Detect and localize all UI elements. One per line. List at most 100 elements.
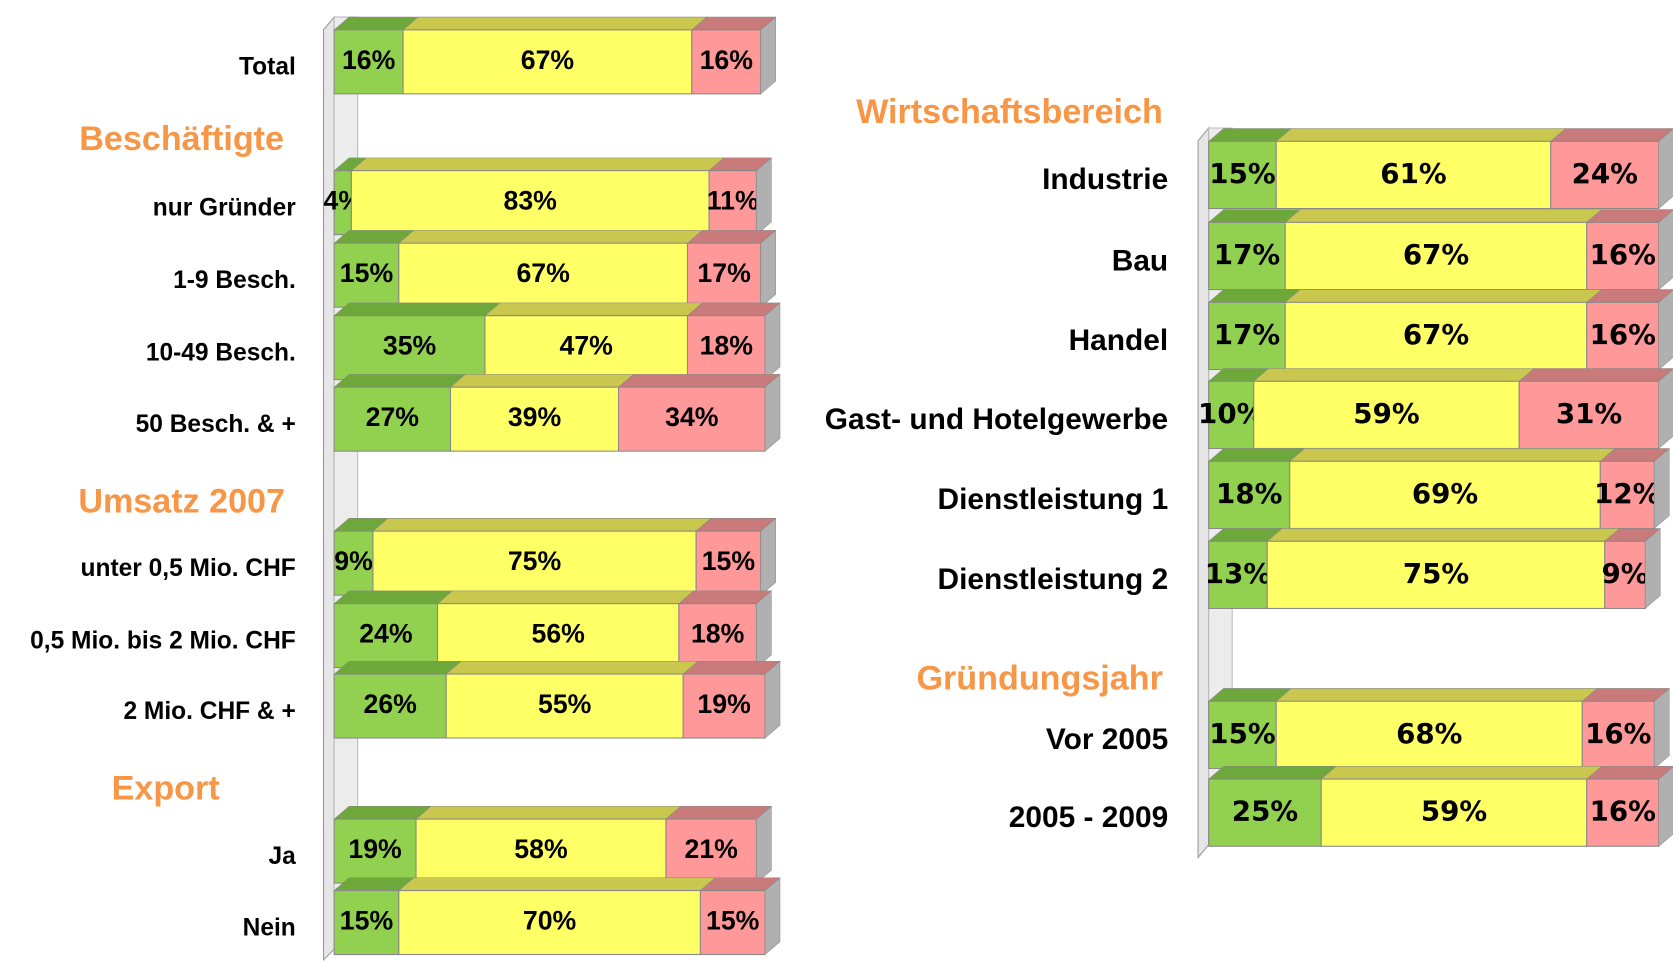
value-label: 83% — [504, 186, 557, 216]
value-label: 59% — [1353, 397, 1419, 430]
value-label: 19% — [348, 834, 401, 864]
bar-segment — [1208, 460, 1291, 529]
bar-top — [678, 590, 773, 604]
bar-top — [1207, 289, 1301, 303]
bar-segment — [1253, 380, 1520, 450]
value-label: 9% — [1601, 557, 1648, 590]
value-label: 55% — [538, 689, 591, 719]
category-label: 10-49 Besch. — [146, 340, 296, 367]
value-label: 35% — [383, 331, 436, 361]
section-title: Umsatz 2007 — [78, 482, 285, 520]
category-label: Bau — [1112, 244, 1168, 277]
value-label: 17% — [1214, 318, 1280, 351]
bar-top — [350, 157, 725, 171]
bar-segment — [1586, 778, 1660, 847]
value-label: 26% — [364, 689, 417, 719]
bar-segment — [1275, 700, 1583, 769]
bar-top — [1207, 448, 1306, 462]
bar-end — [756, 590, 772, 669]
value-label: 27% — [366, 402, 419, 432]
value-label: 15% — [1209, 717, 1275, 750]
section-title: Wirtschaftsbereich — [856, 93, 1163, 131]
value-label: 16% — [1590, 795, 1656, 828]
bar-segment — [1284, 221, 1588, 291]
value-label: 15% — [702, 546, 755, 576]
value-label: 16% — [342, 45, 395, 75]
bar-top — [665, 806, 773, 820]
bar-top — [398, 877, 717, 891]
value-label: 70% — [523, 906, 576, 936]
value-label: 9% — [334, 546, 373, 576]
bar-end — [756, 157, 772, 236]
category-label: 1-9 Besch. — [173, 267, 296, 294]
bar-segment — [437, 603, 680, 669]
bar-top — [445, 660, 699, 675]
bar-top — [333, 660, 462, 675]
bar-segment — [699, 890, 766, 956]
bar-end — [760, 16, 776, 95]
category-label: nur Gründer — [153, 195, 296, 222]
value-label: 16% — [1585, 717, 1651, 750]
value-label: 31% — [1556, 397, 1622, 430]
bar-segment — [1208, 380, 1255, 450]
bar-top — [1275, 128, 1567, 142]
bar-top — [333, 374, 467, 388]
bar-top — [1320, 766, 1603, 780]
bar-top — [1266, 528, 1621, 542]
bar-segment — [333, 530, 374, 596]
bar-end — [756, 805, 772, 884]
bar-end — [1645, 527, 1661, 610]
value-label: 15% — [340, 258, 393, 288]
bar-end — [764, 877, 781, 956]
bar-top — [333, 302, 501, 316]
bar-segment — [1208, 540, 1268, 609]
bar-segment — [1208, 140, 1277, 210]
value-label: 67% — [521, 45, 574, 75]
value-label: 67% — [516, 258, 569, 288]
category-label: Total — [239, 54, 296, 81]
value-label: 59% — [1421, 795, 1487, 828]
value-label: 67% — [1403, 238, 1469, 271]
bar-segment — [682, 673, 766, 739]
bar-segment — [686, 242, 762, 308]
bar-segment — [398, 242, 689, 308]
bar-top — [333, 590, 454, 604]
bar-top — [686, 230, 777, 244]
bar-top — [682, 660, 781, 675]
bar-segment — [686, 315, 766, 381]
bar-end — [764, 373, 781, 452]
bar-top — [449, 374, 635, 388]
category-label: unter 0,5 Mio. CHF — [81, 555, 296, 582]
bar-top — [1586, 209, 1673, 223]
bar-segment — [415, 818, 667, 884]
bar-end — [764, 302, 781, 381]
value-label: 68% — [1396, 717, 1462, 750]
value-label: 15% — [706, 906, 759, 936]
bar-top — [1284, 209, 1603, 223]
value-label: 47% — [560, 331, 613, 361]
axis-wall — [1197, 126, 1210, 859]
section-title: Export — [112, 769, 220, 807]
value-label: 75% — [1403, 557, 1469, 590]
category-label: Vor 2005 — [1046, 723, 1168, 756]
bar-top — [484, 302, 704, 316]
bar-segment — [708, 170, 757, 236]
bar-segment — [449, 386, 620, 452]
bar-top — [1550, 128, 1673, 142]
bar-top — [398, 230, 704, 244]
axis-wall — [322, 15, 335, 962]
bar-segment — [1586, 221, 1660, 291]
value-label: 18% — [700, 331, 753, 361]
value-label: 19% — [697, 689, 750, 719]
bar-end — [764, 660, 781, 739]
value-label: 13% — [1205, 557, 1271, 590]
value-label: 25% — [1232, 795, 1298, 828]
category-label: Dienstleistung 1 — [938, 483, 1169, 516]
category-label: 2 Mio. CHF & + — [123, 698, 295, 725]
bar-end — [1654, 687, 1670, 770]
bar-segment — [1208, 301, 1286, 371]
category-label: Gast- und Hotelgewerbe — [825, 403, 1168, 436]
section-title: Gründungsjahr — [917, 659, 1163, 697]
value-label: 24% — [359, 619, 412, 649]
